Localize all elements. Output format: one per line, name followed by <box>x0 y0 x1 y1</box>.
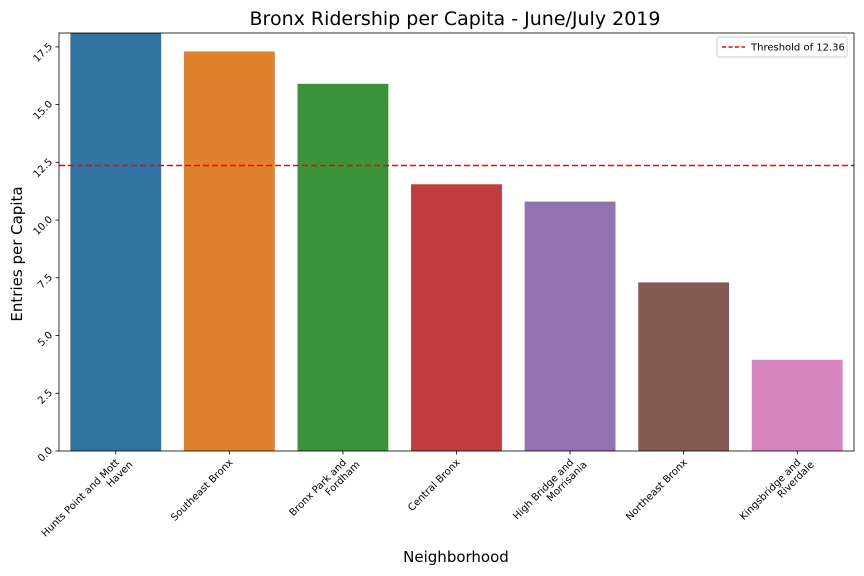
y-tick-label: 2.5 <box>36 388 55 407</box>
bar <box>411 184 502 451</box>
y-tick-label: 0.0 <box>36 445 55 464</box>
x-axis-label: Neighborhood <box>403 548 509 566</box>
x-tick-label-line: Hunts Point and Mott <box>40 457 122 539</box>
bar <box>524 201 616 451</box>
y-tick-label: 7.5 <box>36 272 55 291</box>
bar <box>70 33 162 451</box>
x-tick-label-line: Northeast Bronx <box>624 457 690 523</box>
y-tick-label: 10.0 <box>32 214 56 238</box>
x-tick-label: Bronx Park andFordham <box>288 452 363 527</box>
y-tick-label: 17.5 <box>32 41 56 65</box>
x-tick-label-line: Central Bronx <box>406 457 462 513</box>
x-tick-label: Northeast Bronx <box>624 457 690 523</box>
bar <box>297 83 389 451</box>
y-axis-label: Entries per Capita <box>8 186 26 321</box>
bar <box>183 51 275 452</box>
x-tick-label: High Bridge andMorrisania <box>511 452 589 530</box>
y-tick-label: 5.0 <box>36 330 55 349</box>
legend-threshold-label: Threshold of 12.36 <box>750 43 845 54</box>
bars-group <box>70 33 843 452</box>
chart-title: Bronx Ridership per Capita - June/July 2… <box>250 8 661 30</box>
bar <box>751 359 843 451</box>
legend-box <box>716 36 848 58</box>
y-ticks-group: 0.0 2.5 5.0 7.5 10.0 12.5 15.0 17.5 <box>32 41 59 464</box>
x-tick-label: Southeast Bronx <box>169 457 235 523</box>
x-tick-label-line: Southeast Bronx <box>169 457 235 523</box>
x-tick-label: Central Bronx <box>406 457 462 513</box>
y-tick-label: 12.5 <box>32 157 56 181</box>
x-ticks-group: Hunts Point and MottHaven Southeast Bronx… <box>40 451 817 548</box>
x-tick-label: Hunts Point and MottHaven <box>40 452 136 548</box>
legend: Threshold of 12.36 <box>716 36 848 58</box>
x-tick-label: Kingsbridge andRiverdale <box>738 452 817 531</box>
bar <box>638 282 730 451</box>
y-tick-label: 15.0 <box>32 99 56 123</box>
